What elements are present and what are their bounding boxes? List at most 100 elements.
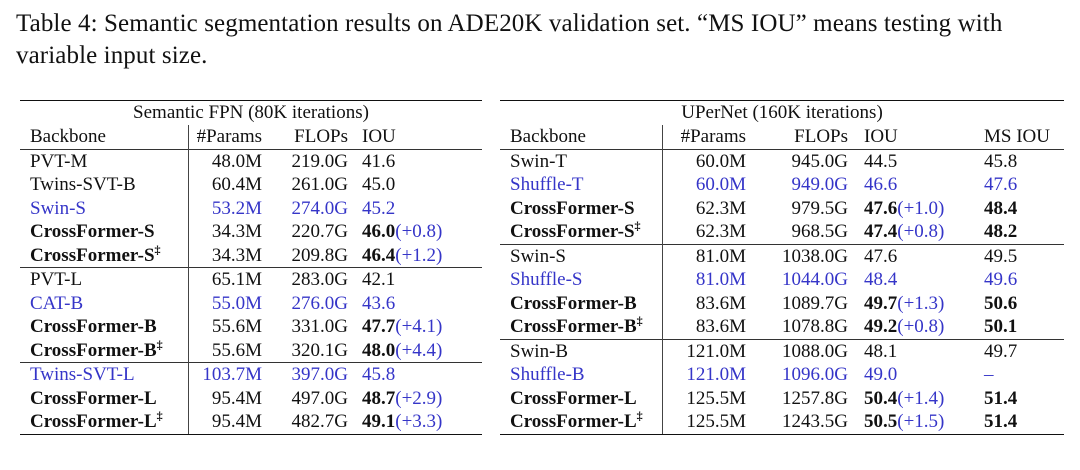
ms-iou-cell: 49.5 [982, 243, 1064, 268]
ms-iou-cell: 51.4 [982, 410, 1064, 435]
ms-iou-cell: 47.6 [984, 174, 1018, 195]
ms-iou-cell: 50.1 [984, 316, 1018, 337]
table-title: UPerNet (160K iterations) [500, 100, 1064, 125]
col-header-flops: FLOPs [294, 126, 348, 147]
table-row: Swin-T 60.0M 945.0G 44.5 45.8 [500, 148, 1064, 173]
ms-iou-cell: 51.4 [984, 387, 1018, 409]
backbone-name: Swin-B [510, 340, 569, 362]
iou-gain: (+4.1) [395, 316, 443, 337]
iou-value: 49.0 [864, 364, 898, 385]
flops-cell: 1038.0G [746, 243, 848, 268]
backbone-cell: Shuffle-B [500, 363, 663, 387]
backbone-cell: Shuffle-S [500, 268, 663, 292]
backbone-cell: Swin-T [500, 148, 663, 173]
col-header-iou: IOU [362, 126, 396, 147]
iou-value: 49.1 [362, 411, 396, 432]
params-cell: 65.1M [188, 267, 262, 292]
backbone-cell: Swin-S [20, 196, 189, 220]
table-row: Swin-S 81.0M 1038.0G 47.6 49.5 [500, 243, 1064, 268]
backbone-cell: CrossFormer-B‡ [20, 338, 189, 363]
table-row: CrossFormer-B 83.6M 1089.7G 49.7(+1.3) 50.6 [500, 291, 1064, 316]
iou-gain: (+1.3) [897, 292, 945, 314]
iou-gain: (+4.4) [395, 339, 443, 361]
table-row: CrossFormer-B 55.6M 331.0G 47.7(+4.1) [20, 315, 482, 339]
iou-cell: 49.7(+1.3) [848, 292, 982, 316]
iou-cell: 47.6(+1.0) [848, 197, 982, 221]
table-row: CrossFormer-L 95.4M 497.0G 48.7(+2.9) [20, 386, 482, 410]
flops-cell: 497.0G [291, 387, 348, 409]
iou-gain: (+1.0) [897, 197, 945, 219]
backbone-name: CrossFormer-B [30, 339, 157, 361]
backbone-cell: Twins-SVT-L [20, 362, 189, 387]
double-dagger-mark: ‡ [156, 408, 163, 423]
ms-iou-cell: 48.4 [984, 197, 1018, 219]
iou-cell: 49.1(+3.3) [348, 410, 482, 435]
params-cell: 83.6M [695, 292, 746, 314]
table-row: Shuffle-T 60.0M 949.0G 46.6 47.6 [500, 173, 1064, 197]
params-cell: 83.6M [695, 316, 746, 337]
backbone-cell: Shuffle-T [500, 173, 663, 197]
backbone-name: CrossFormer-S [30, 221, 155, 242]
backbone-name: Swin-S [30, 197, 86, 219]
iou-value: 48.1 [864, 340, 898, 362]
double-dagger-mark: ‡ [636, 313, 643, 328]
iou-gain: (+1.5) [897, 411, 945, 432]
flops-cell: 276.0G [291, 292, 348, 314]
iou-value: 46.6 [864, 174, 898, 195]
iou-gain: (+1.4) [897, 387, 945, 409]
table-row: CrossFormer-S 34.3M 220.7G 46.0(+0.8) [20, 220, 482, 244]
backbone-name: Shuffle-B [510, 364, 585, 385]
backbone-cell: CrossFormer-B [20, 315, 189, 339]
backbone-cell: Swin-B [500, 338, 663, 363]
params-cell: 95.4M [211, 387, 262, 409]
table-row: CrossFormer-S 62.3M 979.5G 47.6(+1.0) 48.4 [500, 196, 1064, 221]
backbone-name: PVT-M [30, 150, 88, 172]
table-caption: Table 4: Semantic segmentation results o… [16, 10, 1003, 69]
iou-value: 47.4 [864, 221, 898, 242]
params-cell: 34.3M [211, 221, 262, 242]
iou-cell: 48.0(+4.4) [348, 339, 482, 363]
table-row: Shuffle-B 121.0M 1096.0G 49.0 – [500, 363, 1064, 387]
double-dagger-mark: ‡ [636, 408, 643, 423]
flops-cell: 968.5G [791, 221, 848, 242]
params-cell: 60.0M [662, 148, 746, 173]
flops-cell: 1089.7G [782, 292, 848, 314]
params-cell: 55.6M [211, 339, 262, 361]
backbone-name: CAT-B [30, 292, 84, 314]
params-cell: 62.3M [695, 221, 746, 242]
col-header-params: #Params [680, 126, 746, 147]
table-row: Twins-SVT-B 60.4M 261.0G 45.0 [20, 173, 482, 197]
iou-value: 45.2 [362, 197, 396, 219]
flops-cell: 1088.0G [746, 338, 848, 363]
backbone-name: CrossFormer-S [30, 244, 155, 266]
backbone-cell: CrossFormer-S [20, 220, 189, 244]
backbone-cell: CrossFormer-B [500, 291, 663, 315]
params-cell: 55.0M [211, 292, 262, 314]
flops-cell: 261.0G [291, 174, 348, 195]
iou-cell: 47.6 [848, 243, 982, 268]
params-cell: 81.0M [662, 243, 746, 268]
iou-value: 45.8 [362, 364, 396, 385]
flops-cell: 482.7G [262, 410, 348, 435]
table-row: CrossFormer-L‡ 95.4M 482.7G 49.1(+3.3) [20, 408, 482, 435]
iou-cell: 45.0 [348, 173, 482, 197]
iou-value: 43.6 [362, 292, 396, 314]
backbone-name: CrossFormer-S [510, 221, 635, 242]
backbone-cell: CrossFormer-L‡ [500, 408, 663, 435]
iou-value: 46.0 [362, 221, 396, 242]
header-row: Backbone #Params FLOPs IOU MS IOU [500, 125, 1064, 149]
iou-cell: 41.6 [348, 148, 482, 173]
flops-cell: 331.0G [291, 316, 348, 337]
ms-iou-cell: 49.7 [982, 338, 1064, 363]
backbone-name: CrossFormer-B [510, 316, 637, 337]
params-cell: 34.3M [211, 244, 262, 266]
ms-iou-cell: 45.8 [982, 148, 1064, 173]
iou-value: 44.5 [864, 150, 898, 172]
iou-value: 42.1 [362, 269, 396, 290]
double-dagger-mark: ‡ [634, 218, 641, 233]
table-row: CrossFormer-L 125.5M 1257.8G 50.4(+1.4) 51.4 [500, 386, 1064, 410]
params-cell: 81.0M [695, 269, 746, 290]
iou-cell: 50.5(+1.5) [848, 410, 982, 435]
params-cell: 53.2M [211, 197, 262, 219]
col-header-flops: FLOPs [794, 126, 848, 147]
